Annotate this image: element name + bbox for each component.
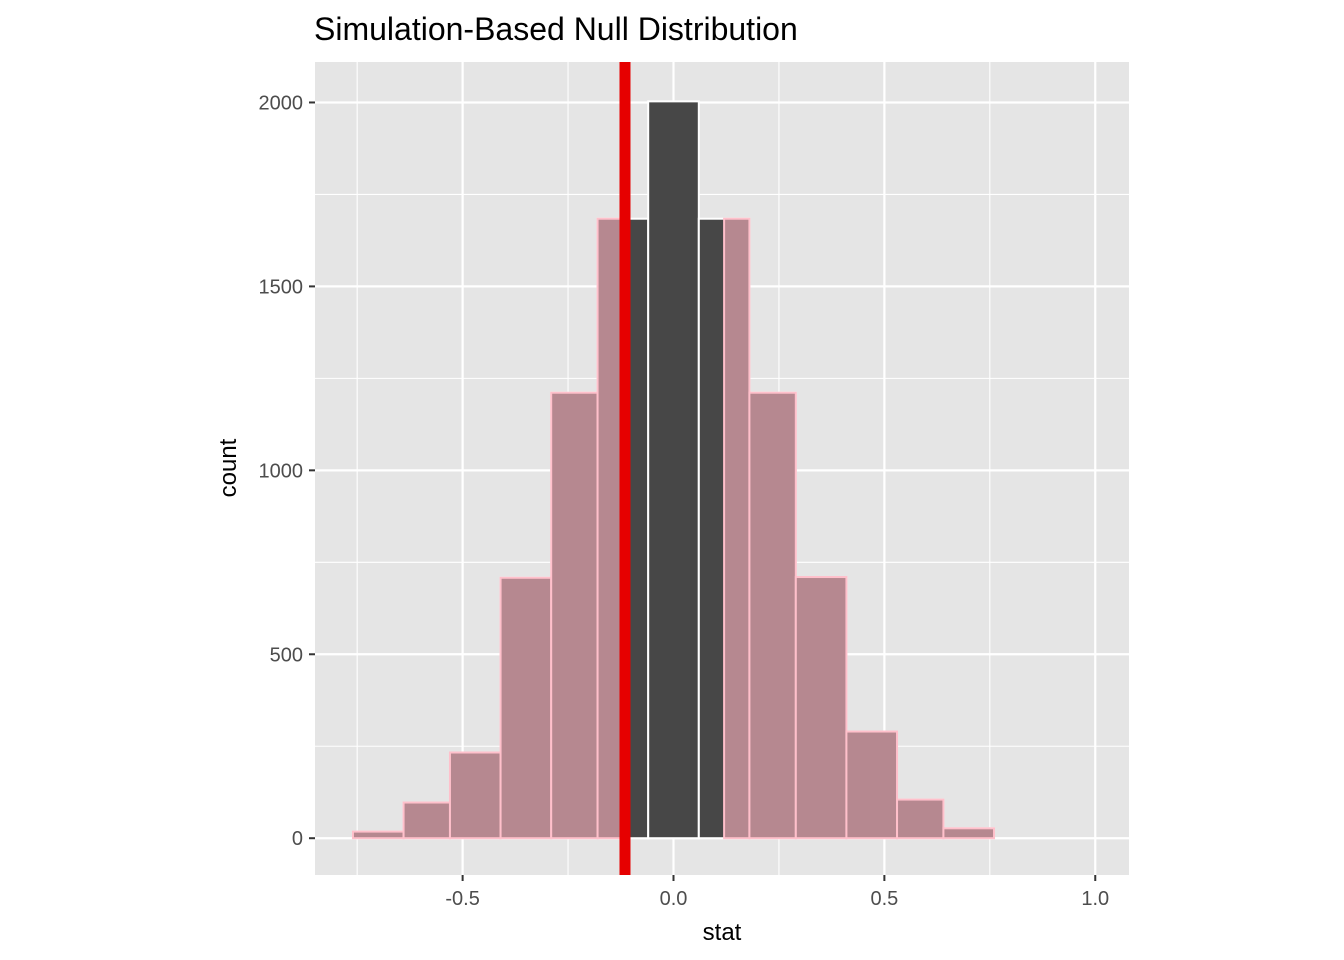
- y-tick-label: 1500: [259, 276, 304, 298]
- y-axis-label: count: [215, 438, 242, 497]
- y-axis-ticks: 0 500 1000 1500 2000: [259, 92, 315, 850]
- shaded-tail-bar: [896, 798, 945, 840]
- shaded-tail-bar: [402, 801, 451, 840]
- y-tick-label: 2000: [259, 92, 304, 114]
- shaded-tail-bar: [942, 827, 996, 840]
- x-axis-label: stat: [703, 919, 742, 946]
- x-tick-label: 1.0: [1081, 888, 1109, 910]
- shaded-tail-bar: [499, 576, 553, 840]
- y-tick-label: 500: [270, 644, 303, 666]
- x-tick-label: 0.5: [870, 888, 898, 910]
- y-tick-label: 0: [292, 828, 303, 850]
- shaded-tail-bar: [550, 391, 599, 840]
- shaded-tail-bar: [845, 730, 899, 840]
- shaded-tail-bar: [748, 391, 797, 840]
- shaded-tail-bar: [351, 830, 405, 840]
- shaded-tail-bar: [596, 217, 624, 840]
- chart-title: Simulation-Based Null Distribution: [314, 11, 798, 47]
- shaded-tail-bar: [794, 576, 848, 840]
- x-tick-label: 0.0: [660, 888, 688, 910]
- x-tick-label: -0.5: [445, 888, 479, 910]
- histogram-bar: [647, 100, 700, 840]
- shaded-tail-bar: [448, 751, 502, 840]
- x-axis-ticks: -0.5 0.0 0.5 1.0: [445, 875, 1109, 910]
- shaded-tail-bar: [723, 217, 751, 840]
- y-tick-label: 1000: [259, 460, 304, 482]
